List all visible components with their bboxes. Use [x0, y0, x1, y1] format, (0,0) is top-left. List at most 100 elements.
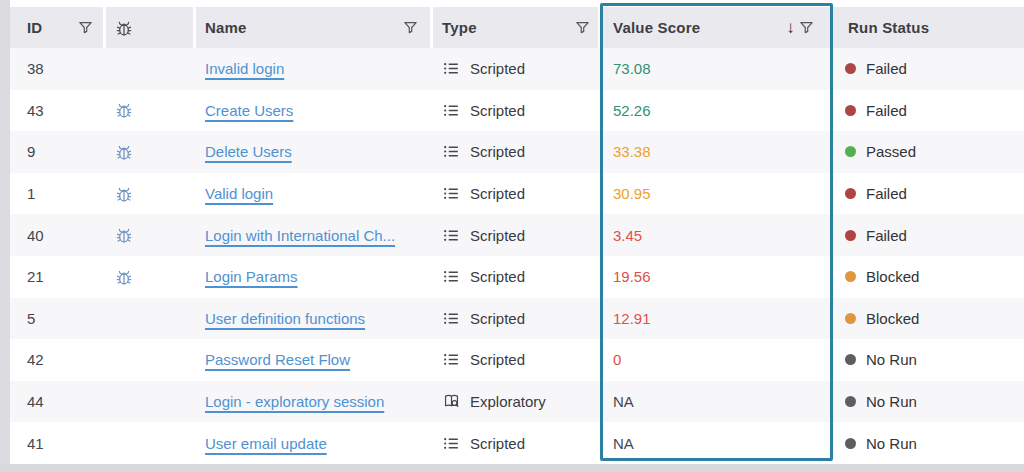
test-name-link[interactable]: Create Users: [205, 102, 293, 119]
automation-cell: [106, 339, 196, 381]
automation-cell: [106, 90, 196, 132]
filter-icon[interactable]: [798, 19, 815, 36]
column-header-value-score[interactable]: Value Score ↓: [601, 7, 833, 48]
id-cell: 40: [10, 214, 106, 256]
value-score-cell: 73.08: [601, 48, 833, 90]
bug-icon: [114, 18, 134, 38]
run-status-label: No Run: [866, 393, 917, 410]
run-status-label: Blocked: [866, 268, 919, 285]
automation-cell: [106, 173, 196, 215]
run-status-label: No Run: [866, 435, 917, 452]
table-row[interactable]: 5 User definition functions: [10, 298, 1024, 340]
type-cell: Scripted: [433, 48, 601, 90]
automation-bug-icon[interactable]: [114, 267, 134, 287]
status-dot-icon: [845, 271, 856, 282]
type-label: Scripted: [470, 351, 525, 368]
scripted-list-icon: [442, 434, 461, 453]
value-score-cell: 0: [601, 339, 833, 381]
column-label-name: Name: [205, 19, 247, 36]
status-dot-icon: [845, 188, 856, 199]
table-row[interactable]: 40 Login with International Ch...: [10, 214, 1024, 256]
table-row[interactable]: 9 Delete Users: [10, 131, 1024, 173]
automation-cell: [106, 214, 196, 256]
column-header-type[interactable]: Type: [433, 7, 601, 48]
name-cell: Delete Users: [196, 131, 433, 173]
id-cell: 38: [10, 48, 106, 90]
test-name-link[interactable]: Invalid login: [205, 60, 284, 77]
value-score-cell: 3.45: [601, 214, 833, 256]
scripted-list-icon: [442, 101, 461, 120]
name-cell: Create Users: [196, 90, 433, 132]
test-case-table-screen: ID Name Type: [0, 0, 1024, 472]
table-row[interactable]: 42 Password Reset Flow: [10, 339, 1024, 381]
id-cell: 44: [10, 381, 106, 423]
test-cases-table: ID Name Type: [10, 7, 1024, 464]
automation-bug-icon[interactable]: [114, 225, 134, 245]
table-row[interactable]: 1 Valid login: [10, 173, 1024, 215]
type-cell: Scripted: [433, 173, 601, 215]
scripted-list-icon: [442, 226, 461, 245]
bottom-gutter: [0, 464, 1024, 472]
value-score-cell: 33.38: [601, 131, 833, 173]
run-status-cell: No Run: [833, 422, 1024, 464]
test-name-link[interactable]: Login with International Ch...: [205, 227, 395, 244]
table-row[interactable]: 41 User email update: [10, 422, 1024, 464]
run-status-cell: Failed: [833, 90, 1024, 132]
type-label: Scripted: [470, 143, 525, 160]
automation-cell: [106, 131, 196, 173]
run-status-cell: Failed: [833, 173, 1024, 215]
filter-icon[interactable]: [77, 19, 94, 36]
type-cell: Scripted: [433, 339, 601, 381]
run-status-cell: No Run: [833, 339, 1024, 381]
table-row[interactable]: 43 Create Users: [10, 90, 1024, 132]
column-label-run-status: Run Status: [848, 19, 929, 36]
value-score-cell: NA: [601, 381, 833, 423]
filter-icon[interactable]: [402, 19, 419, 36]
id-cell: 43: [10, 90, 106, 132]
automation-cell: [106, 298, 196, 340]
sort-descending-icon[interactable]: ↓: [786, 19, 795, 36]
type-label: Exploratory: [470, 393, 546, 410]
run-status-label: No Run: [866, 351, 917, 368]
test-name-link[interactable]: Password Reset Flow: [205, 351, 350, 368]
type-label: Scripted: [470, 102, 525, 119]
name-cell: Login with International Ch...: [196, 214, 433, 256]
automation-bug-icon[interactable]: [114, 142, 134, 162]
test-name-link[interactable]: User definition functions: [205, 310, 365, 327]
test-name-link[interactable]: Delete Users: [205, 143, 292, 160]
id-cell: 21: [10, 256, 106, 298]
test-name-link[interactable]: Valid login: [205, 185, 273, 202]
type-cell: Scripted: [433, 256, 601, 298]
table-row[interactable]: 44 Login - exploratory session: [10, 381, 1024, 423]
table-row[interactable]: 21 Login Params: [10, 256, 1024, 298]
run-status-cell: Blocked: [833, 256, 1024, 298]
run-status-label: Blocked: [866, 310, 919, 327]
run-status-cell: Blocked: [833, 298, 1024, 340]
id-cell: 41: [10, 422, 106, 464]
filter-icon[interactable]: [574, 19, 591, 36]
id-cell: 1: [10, 173, 106, 215]
column-header-id[interactable]: ID: [10, 7, 106, 48]
type-label: Scripted: [470, 310, 525, 327]
automation-cell: [106, 256, 196, 298]
column-header-automation[interactable]: [106, 7, 196, 48]
test-name-link[interactable]: Login - exploratory session: [205, 393, 384, 410]
status-dot-icon: [845, 63, 856, 74]
table-row[interactable]: 38 Invalid login: [10, 48, 1024, 90]
status-dot-icon: [845, 354, 856, 365]
column-header-run-status[interactable]: Run Status: [833, 7, 1024, 48]
run-status-label: Failed: [866, 185, 907, 202]
table-header: ID Name Type: [10, 7, 1024, 48]
column-label-value-score: Value Score: [613, 19, 700, 36]
automation-bug-icon[interactable]: [114, 184, 134, 204]
run-status-label: Passed: [866, 143, 916, 160]
run-status-label: Failed: [866, 60, 907, 77]
status-dot-icon: [845, 105, 856, 116]
column-header-name[interactable]: Name: [196, 7, 433, 48]
type-label: Scripted: [470, 227, 525, 244]
automation-bug-icon[interactable]: [114, 100, 134, 120]
value-score-cell: 30.95: [601, 173, 833, 215]
name-cell: Valid login: [196, 173, 433, 215]
test-name-link[interactable]: User email update: [205, 435, 327, 452]
test-name-link[interactable]: Login Params: [205, 268, 298, 285]
